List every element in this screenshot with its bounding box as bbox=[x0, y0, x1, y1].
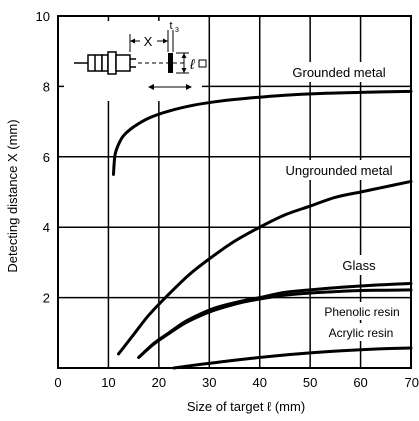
series-line-glass bbox=[137, 282, 413, 359]
series-lines bbox=[111, 89, 413, 370]
series-line-ungrounded-metal bbox=[117, 179, 413, 356]
tick-labels: 0 10 20 30 40 50 60 70 2 4 6 8 10 bbox=[36, 9, 419, 390]
x-tick-label: 20 bbox=[152, 375, 166, 390]
x-tick-label: 50 bbox=[303, 375, 317, 390]
inset-background bbox=[64, 21, 202, 101]
inset-x-label: X bbox=[144, 34, 153, 49]
series-label-phenolic-resin: Phenolic resin bbox=[324, 305, 399, 319]
label-bg-ungrounded bbox=[270, 160, 408, 180]
inset-size-label: ℓ bbox=[189, 56, 195, 72]
x-tick-label: 10 bbox=[101, 375, 115, 390]
y-tick-label: 2 bbox=[43, 291, 50, 306]
x-tick-label: 70 bbox=[405, 375, 419, 390]
sensor-diagram: X t 3 ℓ bbox=[64, 20, 207, 101]
y-tick-label: 4 bbox=[43, 220, 50, 235]
series-line-acrylic-resin bbox=[172, 346, 413, 370]
series-label-grounded-metal: Grounded metal bbox=[292, 65, 385, 80]
y-tick-label: 6 bbox=[43, 150, 50, 165]
x-axis-title: Size of target ℓ (mm) bbox=[187, 399, 305, 414]
x-dim-arrow-right-icon bbox=[163, 38, 168, 44]
inset-t-label: t bbox=[169, 20, 172, 32]
series-line-grounded-metal bbox=[111, 89, 413, 176]
label-bg-grounded bbox=[272, 62, 408, 82]
x-tick-label: 0 bbox=[54, 375, 61, 390]
label-bg-glass bbox=[336, 255, 382, 275]
x-tick-label: 30 bbox=[202, 375, 216, 390]
x-tick-label: 40 bbox=[252, 375, 266, 390]
square-target-icon bbox=[198, 59, 207, 68]
size-dim-arrow-top-icon bbox=[181, 53, 187, 58]
series-label-acrylic-resin: Acrylic resin bbox=[329, 326, 394, 340]
plot-frame bbox=[57, 15, 412, 369]
x-dim-arrow-left-icon bbox=[130, 38, 135, 44]
label-bg-phenolic bbox=[314, 302, 410, 320]
y-tick-label: 8 bbox=[43, 79, 50, 94]
inset-t-subscript: 3 bbox=[175, 27, 179, 34]
movement-arrow-left-icon bbox=[148, 84, 154, 90]
target-plate-icon bbox=[168, 53, 173, 73]
sensor-icon bbox=[74, 51, 136, 75]
label-bg-acrylic bbox=[316, 323, 406, 341]
y-axis-title: Detecting distance X (mm) bbox=[5, 119, 20, 272]
size-dim-arrow-bottom-icon bbox=[181, 68, 187, 73]
series-label-glass: Glass bbox=[342, 258, 376, 273]
series-line-phenolic-resin bbox=[137, 288, 413, 359]
y-tick-label: 10 bbox=[36, 9, 50, 24]
series-label-ungrounded-metal: Ungrounded metal bbox=[286, 163, 393, 178]
movement-arrow-right-icon bbox=[186, 84, 192, 90]
x-tick-label: 60 bbox=[353, 375, 367, 390]
